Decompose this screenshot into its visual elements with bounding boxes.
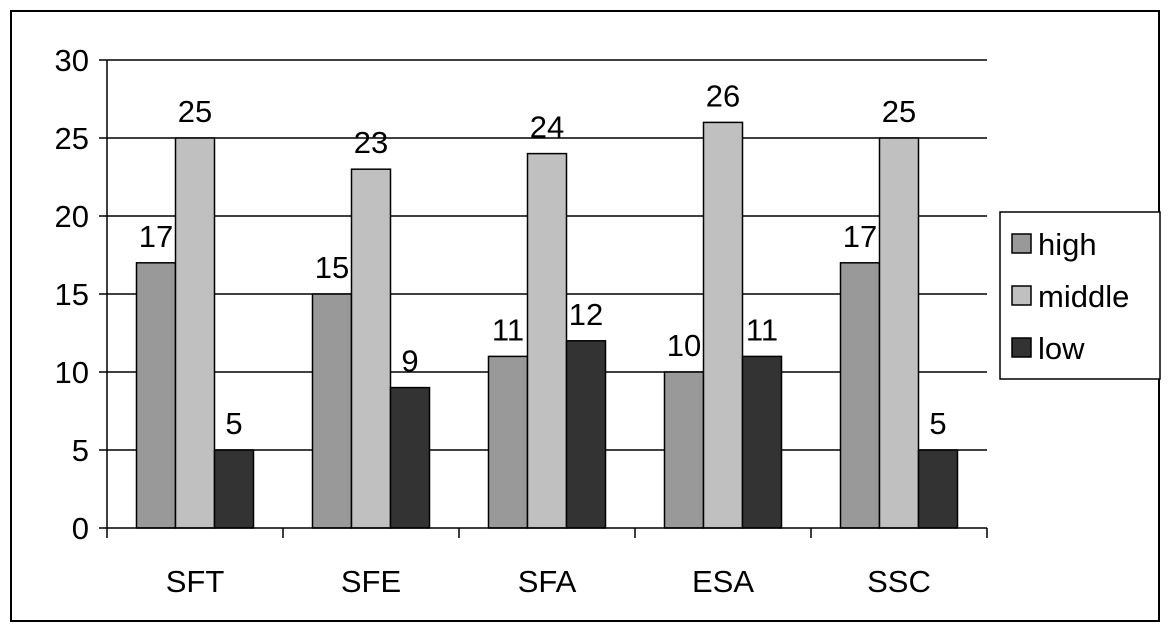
- bar-middle-SFE: [350, 168, 392, 529]
- legend-label-low: low: [1038, 331, 1085, 366]
- y-tick-label: 10: [55, 355, 89, 390]
- data-label-middle-SSC: 25: [882, 94, 916, 129]
- y-tick-label: 5: [72, 433, 89, 468]
- data-label-low-SFE: 9: [401, 344, 418, 379]
- legend-label-middle: middle: [1038, 279, 1129, 314]
- data-label-middle-SFT: 25: [178, 94, 212, 129]
- x-tick-label-SFE: SFE: [341, 564, 401, 599]
- axes: 0 5 10 15 20 25 30 SFT SFE SFA ESA SSC: [55, 43, 988, 599]
- bars: [135, 121, 959, 529]
- data-label-high-SFA: 11: [492, 312, 524, 347]
- y-tick-label: 20: [55, 199, 89, 234]
- data-label-low-SSC: 5: [929, 406, 946, 441]
- legend-label-high: high: [1038, 227, 1097, 262]
- data-label-high-SFE: 15: [315, 250, 349, 285]
- x-tick-label-SFA: SFA: [518, 564, 577, 599]
- data-label-low-ESA: 11: [746, 312, 778, 347]
- bar-middle-SFA: [526, 152, 568, 529]
- bar-low-SSC: [917, 449, 959, 529]
- data-label-high-SFT: 17: [139, 219, 173, 254]
- data-label-middle-SFE: 23: [354, 125, 388, 160]
- bar-high-SSC: [839, 262, 881, 529]
- bar-middle-SSC: [878, 137, 920, 529]
- data-label-high-SSC: 17: [843, 219, 877, 254]
- y-tick-label: 30: [55, 43, 89, 78]
- bar-low-SFT: [213, 449, 255, 529]
- legend-swatch-low: [1011, 337, 1032, 358]
- bar-middle-ESA: [702, 121, 744, 529]
- data-label-low-SFT: 5: [225, 406, 242, 441]
- bar-high-SFA: [487, 355, 529, 529]
- y-tick-label: 15: [55, 277, 89, 312]
- data-labels: 17 25 5 15 23 9 11 24 12 10 26 11 17 25 5: [139, 78, 947, 441]
- bar-high-ESA: [663, 371, 705, 529]
- data-label-middle-ESA: 26: [706, 78, 740, 113]
- data-label-low-SFA: 12: [569, 297, 603, 332]
- bar-high-SFT: [135, 262, 177, 529]
- bar-low-ESA: [741, 355, 783, 529]
- bar-high-SFE: [311, 293, 353, 529]
- x-tick-label-SSC: SSC: [867, 564, 931, 599]
- bar-low-SFE: [389, 386, 431, 529]
- bar-low-SFA: [565, 340, 607, 529]
- x-tick-label-ESA: ESA: [692, 564, 754, 599]
- y-tick-label: 25: [55, 121, 89, 156]
- y-tick-label: 0: [72, 511, 89, 546]
- x-tick-label-SFT: SFT: [166, 564, 225, 599]
- bar-middle-SFT: [174, 137, 216, 529]
- legend: high middle low: [999, 211, 1161, 380]
- data-label-high-ESA: 10: [667, 328, 701, 363]
- legend-swatch-high: [1011, 233, 1032, 254]
- legend-swatch-middle: [1011, 285, 1032, 306]
- data-label-middle-SFA: 24: [530, 110, 564, 145]
